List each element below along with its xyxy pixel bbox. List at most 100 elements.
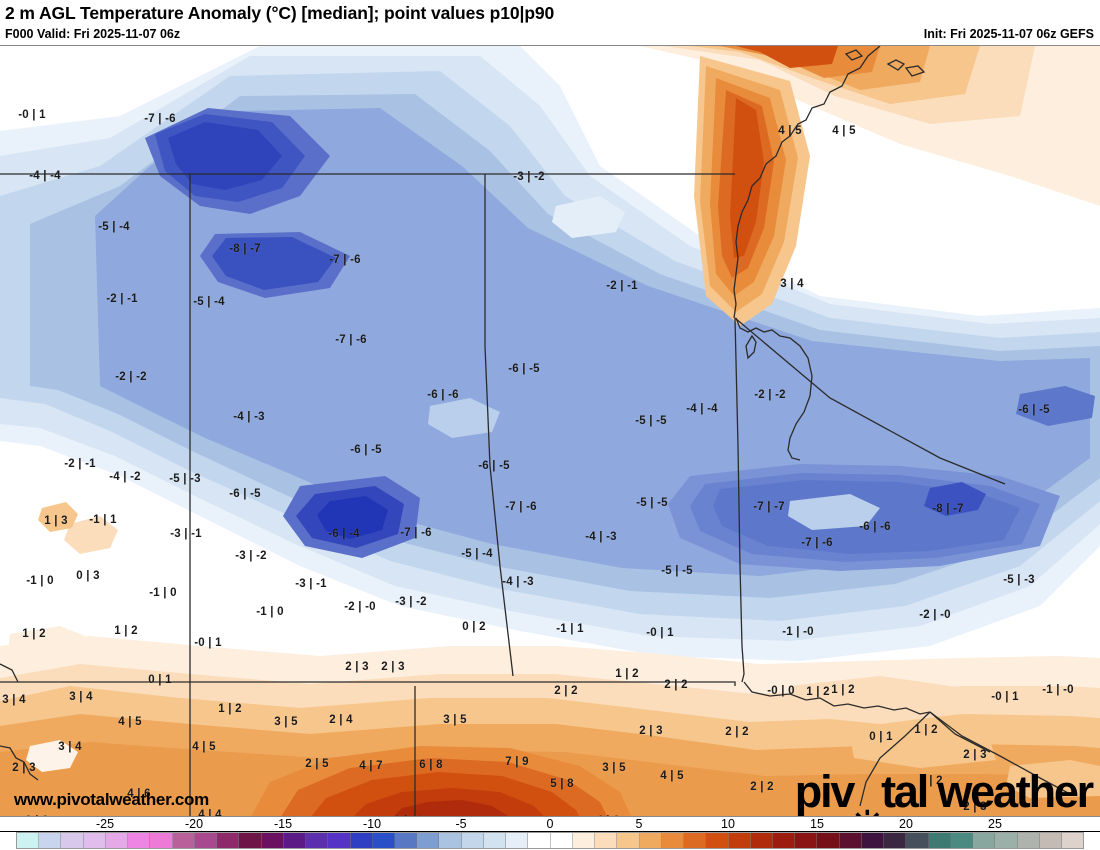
colorbar-swatch[interactable] bbox=[394, 833, 418, 848]
point-value-label: -7 | -6 bbox=[505, 501, 537, 513]
colorbar-swatch[interactable] bbox=[83, 833, 106, 848]
point-value-label: -2 | -1 bbox=[106, 293, 138, 305]
colorbar-tick-labels: -25 -20 -15 -10 -5 0 5 10 15 20 25 bbox=[0, 817, 1100, 836]
colorbar-swatch[interactable] bbox=[572, 833, 596, 848]
point-value-label: -2 | -2 bbox=[115, 371, 147, 383]
point-value-label: 4 | 6 bbox=[127, 788, 151, 800]
colorbar-swatch[interactable] bbox=[105, 833, 129, 848]
point-value-label: -2 | -1 bbox=[606, 280, 638, 292]
point-value-label: -0 | 1 bbox=[194, 637, 222, 649]
colorbar-swatch[interactable] bbox=[528, 833, 551, 848]
colorbar-swatch[interactable] bbox=[839, 833, 862, 848]
colorbar-swatch[interactable] bbox=[995, 833, 1018, 848]
point-value-label: -6 | -5 bbox=[350, 444, 382, 456]
point-value-label: 6 | 8 bbox=[419, 759, 443, 771]
point-value-label: 2 | 3 bbox=[25, 815, 48, 816]
point-value-label: -1 | 0 bbox=[26, 575, 54, 587]
point-value-label: 2 | 3 bbox=[963, 749, 987, 761]
colorbar-swatch[interactable] bbox=[906, 833, 929, 848]
colorbar-swatch[interactable] bbox=[1039, 833, 1063, 848]
point-value-label: 1 | 2 bbox=[831, 684, 855, 696]
point-value-label: -7 | -7 bbox=[753, 501, 785, 513]
point-value-label: 3 | 4 bbox=[2, 694, 26, 706]
colorbar-swatch[interactable] bbox=[684, 833, 707, 848]
colorbar-swatch[interactable] bbox=[661, 833, 685, 848]
page-title: 2 m AGL Temperature Anomaly (°C) [median… bbox=[5, 3, 555, 23]
point-value-label: -6 | -4 bbox=[328, 528, 360, 540]
point-value-label: -6 | -5 bbox=[508, 363, 540, 375]
watermark: www.pivotalweather.com bbox=[14, 790, 209, 809]
colorbar-swatch[interactable] bbox=[283, 833, 307, 848]
colorbar-swatch[interactable] bbox=[1062, 833, 1084, 848]
point-value-label: 2 | 3 bbox=[381, 661, 405, 673]
colorbar-swatch[interactable] bbox=[261, 833, 284, 848]
colorbar-swatch[interactable] bbox=[928, 833, 951, 848]
colorbar-swatch[interactable] bbox=[350, 833, 373, 848]
map-canvas[interactable]: -0 | 1 -7 | -6 -4 | -4 -3 | -2 4 | 5 4 | 5 -5 … bbox=[0, 45, 1100, 817]
colorbar-swatch[interactable] bbox=[728, 833, 751, 848]
point-value-label: -7 | -6 bbox=[329, 254, 361, 266]
colorbar-swatch[interactable] bbox=[461, 833, 484, 848]
point-value-label: 1 | 2 bbox=[114, 625, 138, 637]
point-value-label: 3 | 4 bbox=[780, 278, 804, 290]
colorbar-swatch[interactable] bbox=[1017, 833, 1040, 848]
point-value-label: -0 | 0 bbox=[767, 685, 795, 697]
point-value-label: 1 | 2 bbox=[615, 668, 639, 680]
colorbar-swatch[interactable] bbox=[306, 833, 329, 848]
point-value-label: -1 | -0 bbox=[1042, 684, 1074, 696]
colorbar-swatch[interactable] bbox=[239, 833, 262, 848]
valid-time-label: F000 Valid: Fri 2025-11-07 06z bbox=[5, 27, 181, 41]
colorbar-swatch[interactable] bbox=[439, 833, 462, 848]
point-value-label: -1 | 0 bbox=[149, 587, 177, 599]
colorbar-swatch[interactable] bbox=[328, 833, 351, 848]
point-value-label: -1 | -0 bbox=[782, 626, 814, 638]
colorbar-swatch[interactable] bbox=[483, 833, 507, 848]
logo-text-part2: tal weather bbox=[881, 766, 1094, 817]
point-value-label: -0 | 1 bbox=[646, 627, 674, 639]
point-value-label: 1 | 2 bbox=[806, 686, 830, 698]
colorbar-swatch[interactable] bbox=[217, 833, 240, 848]
colorbar-swatch[interactable] bbox=[750, 833, 773, 848]
colorbar-swatch[interactable] bbox=[817, 833, 840, 848]
point-value-label: -6 | -6 bbox=[859, 521, 891, 533]
point-value-label: -3 | -2 bbox=[395, 596, 427, 608]
colorbar-swatch[interactable] bbox=[372, 833, 395, 848]
point-value-label: -7 | -6 bbox=[144, 113, 176, 125]
colorbar-swatch[interactable] bbox=[861, 833, 885, 848]
point-value-label: -0 | 1 bbox=[18, 109, 46, 121]
colorbar-swatch[interactable] bbox=[772, 833, 796, 848]
point-value-label: -4 | -3 bbox=[502, 576, 534, 588]
colorbar-swatch[interactable] bbox=[61, 833, 84, 848]
point-value-label: -5 | -5 bbox=[635, 415, 667, 427]
colorbar-swatch[interactable] bbox=[706, 833, 729, 848]
colorbar-swatch[interactable] bbox=[128, 833, 151, 848]
colorbar-tick-label: 15 bbox=[810, 817, 824, 831]
colorbar-swatch[interactable] bbox=[172, 833, 195, 848]
point-value-label: 4 | 5 bbox=[660, 770, 684, 782]
colorbar-swatch[interactable] bbox=[950, 833, 974, 848]
point-value-label: -6 | -5 bbox=[229, 488, 261, 500]
colorbar-swatch[interactable] bbox=[973, 833, 996, 848]
colorbar-swatch[interactable] bbox=[595, 833, 618, 848]
colorbar-swatch[interactable] bbox=[617, 833, 640, 848]
colorbar-swatch[interactable] bbox=[17, 833, 40, 848]
point-value-label: -2 | -1 bbox=[64, 458, 96, 470]
point-value-label: -4 | -3 bbox=[233, 411, 265, 423]
colorbar-tick-label: -10 bbox=[362, 817, 382, 831]
colorbar-swatch[interactable] bbox=[39, 833, 62, 848]
colorbar-swatch[interactable] bbox=[884, 833, 907, 848]
colorbar-tick-label: 20 bbox=[899, 817, 913, 831]
colorbar[interactable]: -25 -20 -15 -10 -5 0 5 10 15 20 25 bbox=[0, 817, 1100, 850]
point-value-label: -3 | -2 bbox=[513, 171, 545, 183]
colorbar-swatch[interactable] bbox=[506, 833, 529, 848]
colorbar-swatches[interactable] bbox=[16, 832, 1084, 849]
colorbar-swatch[interactable] bbox=[150, 833, 173, 848]
colorbar-swatch[interactable] bbox=[194, 833, 218, 848]
colorbar-swatch[interactable] bbox=[639, 833, 662, 848]
colorbar-swatch[interactable] bbox=[795, 833, 818, 848]
colorbar-swatch[interactable] bbox=[550, 833, 573, 848]
point-value-label: 1 | 2 bbox=[218, 703, 242, 715]
point-value-label: -2 | -0 bbox=[919, 609, 951, 621]
colorbar-swatch[interactable] bbox=[417, 833, 440, 848]
